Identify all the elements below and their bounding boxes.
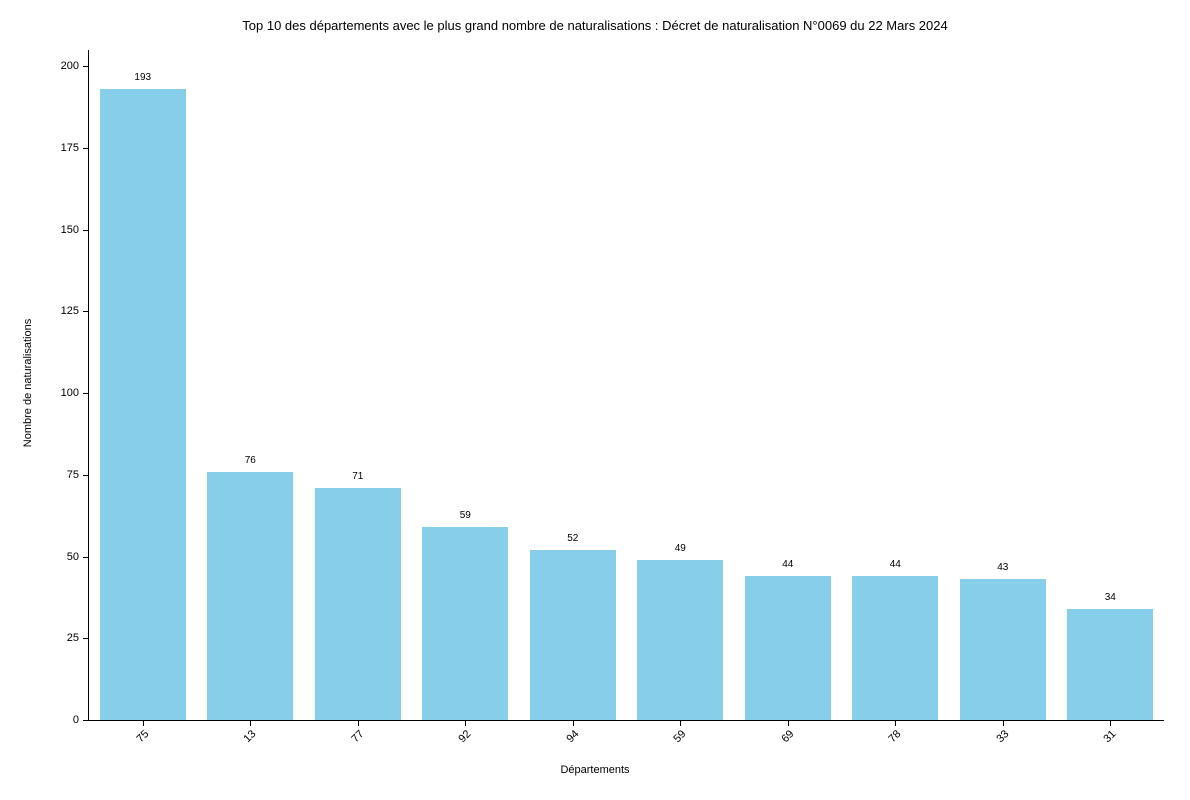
- chart-container: Top 10 des départements avec le plus gra…: [0, 0, 1190, 800]
- x-tick: [143, 720, 144, 726]
- plot-area: 0255075100125150175200193757613717759925…: [88, 50, 1164, 721]
- x-tick: [1003, 720, 1004, 726]
- x-tick-label: 33: [994, 728, 1011, 745]
- x-tick: [788, 720, 789, 726]
- x-tick: [465, 720, 466, 726]
- x-tick: [573, 720, 574, 726]
- x-tick-label: 92: [457, 728, 474, 745]
- x-tick-label: 13: [242, 728, 259, 745]
- x-tick-label: 77: [349, 728, 366, 745]
- bar-value-label: 44: [782, 559, 793, 570]
- x-tick-label: 59: [672, 728, 689, 745]
- y-tick-label: 75: [67, 469, 89, 481]
- x-tick: [250, 720, 251, 726]
- bar: [100, 89, 186, 720]
- y-tick-label: 25: [67, 632, 89, 644]
- x-tick-label: 94: [564, 728, 581, 745]
- y-tick-label: 200: [61, 60, 89, 72]
- bar: [745, 576, 831, 720]
- bar-value-label: 49: [675, 543, 686, 554]
- bar-value-label: 34: [1105, 592, 1116, 603]
- bar: [315, 488, 401, 720]
- bar-value-label: 76: [245, 455, 256, 466]
- bar: [960, 579, 1046, 720]
- bar: [1067, 609, 1153, 720]
- bar-value-label: 43: [997, 562, 1008, 573]
- bar-value-label: 71: [352, 471, 363, 482]
- x-axis-label: Départements: [0, 764, 1190, 776]
- x-tick: [358, 720, 359, 726]
- x-tick-label: 31: [1102, 728, 1119, 745]
- bar: [637, 560, 723, 720]
- bar-value-label: 44: [890, 559, 901, 570]
- bar-value-label: 193: [134, 72, 151, 83]
- y-tick-label: 100: [61, 387, 89, 399]
- y-tick-label: 50: [67, 551, 89, 563]
- bar-value-label: 52: [567, 533, 578, 544]
- bar: [852, 576, 938, 720]
- y-tick-label: 150: [61, 224, 89, 236]
- bar-value-label: 59: [460, 510, 471, 521]
- x-tick: [680, 720, 681, 726]
- bar: [530, 550, 616, 720]
- x-tick-label: 69: [779, 728, 796, 745]
- y-tick-label: 175: [61, 142, 89, 154]
- x-tick: [1110, 720, 1111, 726]
- x-tick: [895, 720, 896, 726]
- bar: [422, 527, 508, 720]
- y-tick-label: 125: [61, 305, 89, 317]
- x-tick-label: 75: [134, 728, 151, 745]
- bar: [207, 472, 293, 720]
- x-tick-label: 78: [887, 728, 904, 745]
- y-tick-label: 0: [73, 714, 89, 726]
- chart-title: Top 10 des départements avec le plus gra…: [0, 18, 1190, 33]
- y-axis-label: Nombre de naturalisations: [22, 48, 34, 718]
